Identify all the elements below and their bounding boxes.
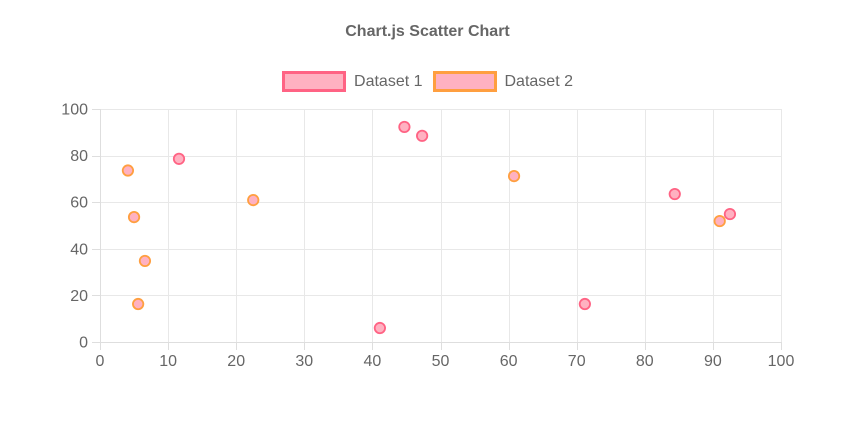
x-tick-label: 90 <box>704 353 722 370</box>
data-point-dataset-1[interactable] <box>373 321 386 335</box>
data-point-dataset-2[interactable] <box>121 164 135 177</box>
y-tick-label: 100 <box>61 102 88 119</box>
x-tick-label: 70 <box>568 353 586 370</box>
legend-swatch-dataset-2 <box>432 71 497 92</box>
x-tick-label: 20 <box>227 353 245 370</box>
y-tick-label: 40 <box>70 241 88 258</box>
x-tick-label: 10 <box>159 353 177 370</box>
data-point-dataset-2[interactable] <box>138 254 152 268</box>
x-tick-label: 0 <box>96 353 105 370</box>
x-tick-label: 40 <box>364 353 382 370</box>
y-tick-label: 60 <box>70 195 88 212</box>
data-point-dataset-2[interactable] <box>247 194 260 207</box>
data-point-dataset-1[interactable] <box>416 129 429 142</box>
legend-label-dataset-1: Dataset 1 <box>354 73 423 90</box>
chart-title: Chart.js Scatter Chart <box>345 23 510 40</box>
data-point-dataset-2[interactable] <box>507 170 521 183</box>
x-tick-label: 30 <box>295 353 313 370</box>
data-point-dataset-1[interactable] <box>723 207 737 221</box>
legend-item-dataset-1[interactable]: Dataset 1 <box>282 71 423 92</box>
data-point-dataset-2[interactable] <box>713 214 726 228</box>
y-tick-label: 80 <box>70 148 88 165</box>
y-tick-label: 0 <box>79 335 88 352</box>
x-tick-label: 80 <box>636 353 654 370</box>
data-point-dataset-1[interactable] <box>578 297 591 311</box>
x-tick-label: 100 <box>768 353 795 370</box>
data-point-dataset-2[interactable] <box>127 211 141 224</box>
data-point-dataset-1[interactable] <box>172 152 186 165</box>
legend: Dataset 1 Dataset 2 <box>0 71 855 92</box>
data-point-dataset-2[interactable] <box>132 297 145 311</box>
x-tick-label: 50 <box>432 353 450 370</box>
x-tick-label: 60 <box>500 353 518 370</box>
data-point-dataset-1[interactable] <box>398 120 411 134</box>
data-point-dataset-1[interactable] <box>668 187 681 201</box>
y-tick-label: 20 <box>70 288 88 305</box>
legend-label-dataset-2: Dataset 2 <box>504 73 573 90</box>
legend-swatch-dataset-1 <box>282 71 347 92</box>
legend-item-dataset-2[interactable]: Dataset 2 <box>432 71 573 92</box>
